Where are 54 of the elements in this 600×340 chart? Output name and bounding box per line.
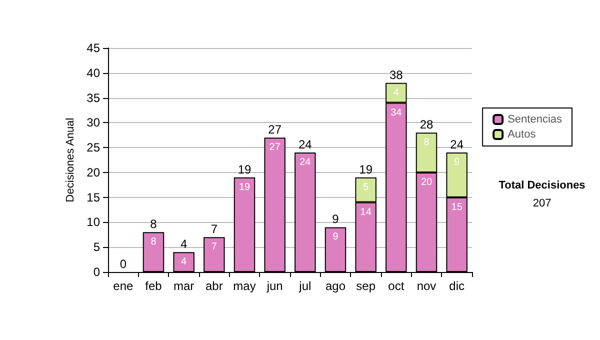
- legend-label: Autos: [508, 128, 536, 140]
- y-tick-label: 45: [86, 41, 100, 55]
- x-tick-label: sep: [356, 279, 376, 293]
- total-label: 27: [268, 122, 282, 137]
- y-tick-label: 5: [93, 240, 100, 254]
- data-label: 20: [420, 176, 432, 188]
- x-tick-label: may: [233, 279, 256, 293]
- total-label: 7: [210, 222, 218, 236]
- data-label: 8: [150, 236, 157, 248]
- total-label: 24: [298, 138, 312, 152]
- total-label: 8: [150, 217, 158, 232]
- y-tick-label: 25: [86, 140, 100, 155]
- y-tick-label: 0: [93, 265, 100, 279]
- data-label: 27: [269, 142, 281, 154]
- total-label: 28: [420, 118, 434, 132]
- total-label: 24: [450, 138, 464, 152]
- x-tick-label: ene: [113, 279, 134, 293]
- data-label: 4: [181, 256, 188, 268]
- data-label: 7: [211, 242, 218, 253]
- y-tick-label: 15: [86, 190, 100, 204]
- y-tick-label: 40: [86, 66, 100, 80]
- data-label: 5: [363, 182, 370, 193]
- data-label: 24: [300, 157, 312, 168]
- text: Total Decisiones: [498, 180, 586, 192]
- total-label: 4: [180, 237, 188, 252]
- data-label: 14: [360, 206, 372, 218]
- x-tick-label: abr: [205, 279, 223, 293]
- y-tick-label: 20: [86, 165, 100, 180]
- data-label: 19: [238, 182, 250, 193]
- x-tick-label: oct: [388, 279, 405, 293]
- y-tick-label: 30: [86, 116, 100, 130]
- data-label: 8: [424, 137, 430, 148]
- x-tick-label: mar: [173, 279, 194, 293]
- y-tick-label: 10: [86, 215, 100, 230]
- total-label: 19: [359, 162, 373, 176]
- text: 207: [532, 198, 552, 210]
- x-tick-label: nov: [416, 279, 436, 293]
- y-tick-label: 35: [86, 90, 100, 105]
- data-label: 34: [390, 107, 402, 118]
- y-axis-title: Decisiones Anual: [64, 118, 76, 202]
- data-label: 9: [332, 232, 339, 243]
- data-label: 15: [451, 202, 463, 213]
- x-tick-label: jul: [298, 279, 312, 293]
- x-tick-label: ago: [325, 279, 346, 293]
- data-label: 4: [393, 87, 400, 98]
- x-tick-label: jun: [266, 279, 283, 293]
- total-label: 9: [332, 212, 340, 226]
- total-label: 19: [238, 162, 252, 176]
- total-label: 38: [389, 68, 404, 82]
- x-tick-label: feb: [145, 279, 162, 293]
- total-label: 0: [120, 257, 127, 271]
- x-tick-label: dic: [449, 279, 465, 293]
- legend-label: Sentencias: [508, 114, 562, 126]
- data-label: 9: [454, 157, 460, 168]
